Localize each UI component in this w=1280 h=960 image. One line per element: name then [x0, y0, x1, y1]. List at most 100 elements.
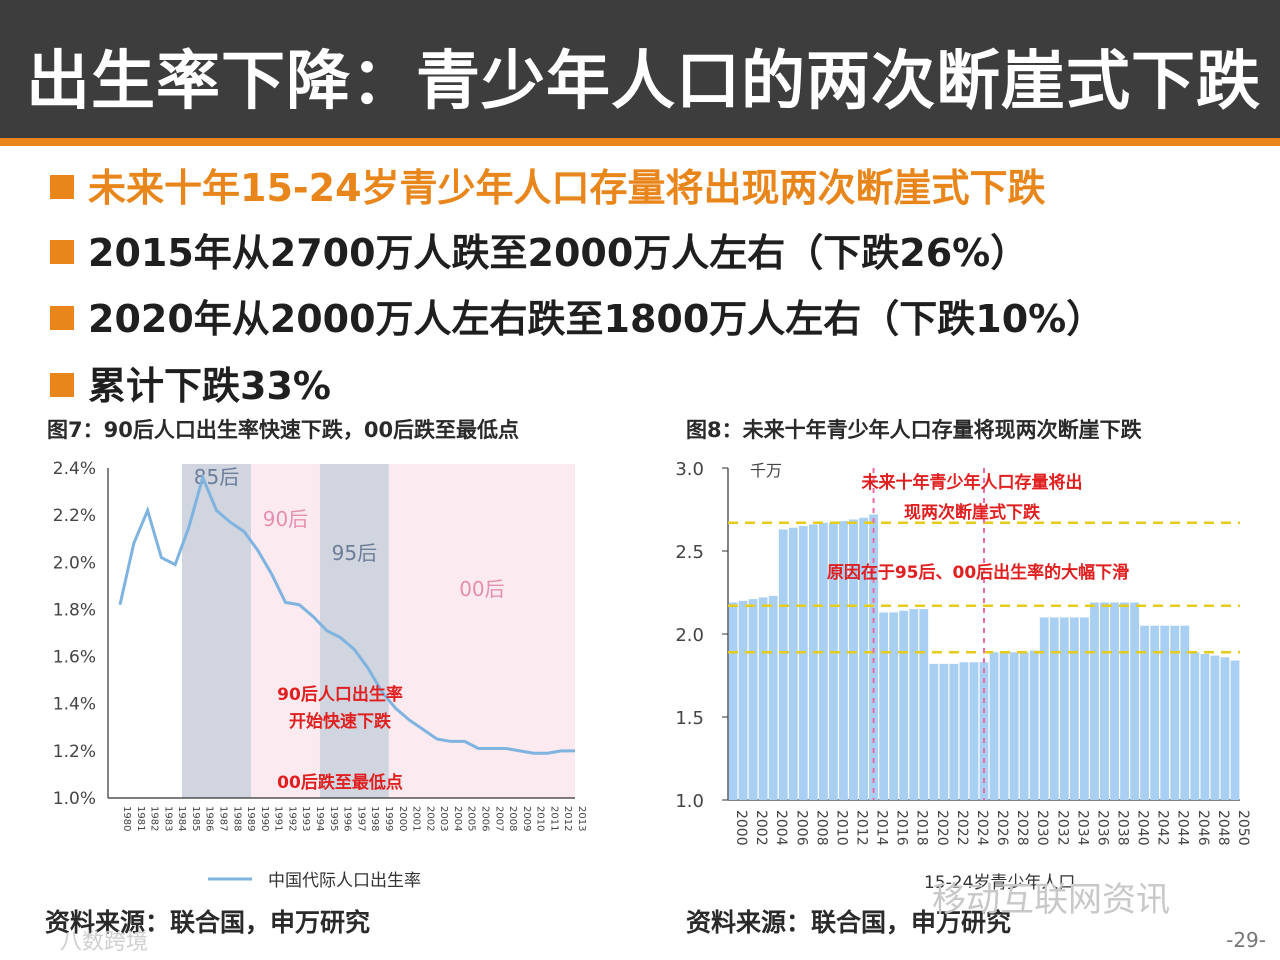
era-band: [388, 464, 575, 798]
population-bar: [999, 652, 1009, 800]
population-bar: [1120, 602, 1129, 800]
x-tick-label: 2030: [1034, 810, 1050, 846]
x-tick-label: 1986: [204, 806, 215, 831]
x-tick-label: 1987: [218, 806, 229, 831]
population-bar: [1100, 602, 1109, 800]
x-tick-label: 1982: [149, 806, 160, 831]
x-tick-label: 1980: [121, 806, 132, 831]
x-tick-label: 1985: [190, 806, 201, 831]
population-bar: [1059, 617, 1069, 800]
era-band: [319, 464, 389, 798]
x-tick-label: 2020: [934, 810, 950, 846]
population-bar: [1210, 655, 1220, 800]
bullet-square-icon: [50, 240, 74, 264]
x-tick-label: 2010: [833, 810, 849, 846]
y-tick-label: 1.2%: [53, 742, 96, 762]
population-bar: [859, 517, 868, 800]
population-bar: [869, 514, 878, 800]
population-bar: [889, 612, 899, 800]
population-bar: [959, 662, 969, 800]
x-tick-label: 2040: [1135, 810, 1151, 846]
chart-annotation: 00后跌至最低点: [277, 772, 403, 793]
population-bar: [818, 522, 828, 800]
population-bar: [808, 524, 818, 800]
x-tick-label: 2012: [853, 810, 869, 846]
population-bar: [899, 610, 909, 800]
y-tick-label: 3.0: [675, 459, 704, 480]
x-tick-label: 1994: [314, 806, 325, 831]
x-tick-label: 2003: [438, 806, 449, 831]
x-tick-label: 1984: [176, 806, 187, 831]
x-tick-label: 2005: [466, 806, 477, 831]
title-bar: [0, 0, 1280, 138]
legend-label: 15-24岁青少年人口: [924, 873, 1075, 893]
population-bar: [849, 519, 858, 800]
x-tick-label: 1988: [231, 806, 242, 831]
population-bar: [949, 663, 959, 800]
title-underline: [0, 138, 1280, 146]
population-bar: [1049, 617, 1059, 800]
population-bar: [738, 600, 748, 800]
y-unit-label: 千万: [750, 461, 782, 480]
birth-rate-line-chart: 85后90后95后00后1.0%1.2%1.4%1.6%1.8%2.0%2.2%…: [53, 459, 587, 891]
y-tick-label: 1.4%: [53, 695, 96, 715]
population-bar: [798, 526, 808, 800]
x-tick-label: 1998: [369, 806, 380, 831]
population-bar: [1160, 625, 1170, 800]
y-tick-label: 1.0: [675, 791, 704, 812]
population-bar: [1029, 650, 1039, 800]
population-bar: [1220, 657, 1230, 800]
population-bar: [1170, 625, 1180, 800]
population-bar: [879, 612, 889, 800]
x-tick-label: 2024: [974, 810, 990, 846]
fig8-caption: 图8：未来十年青少年人口存量将现两次断崖下跌: [686, 418, 1142, 442]
x-tick-label: 2014: [874, 810, 890, 846]
population-bar: [828, 522, 838, 800]
population-bar: [1140, 625, 1150, 800]
x-tick-label: 2046: [1195, 810, 1211, 846]
x-tick-label: 1983: [162, 806, 173, 831]
era-band: [250, 464, 320, 798]
era-band-label: 95后: [332, 541, 377, 565]
bullet-text: 未来十年15-24岁青少年人口存量将出现两次断崖式下跌: [88, 166, 1046, 210]
x-tick-label: 1989: [245, 806, 256, 831]
population-bar: [1019, 652, 1029, 800]
fig7-source: 资料来源：联合国，申万研究: [45, 908, 371, 937]
population-bar: [1079, 617, 1089, 800]
bullet-text: 2015年从2700万人跌至2000万人左右（下跌26%）: [88, 231, 1029, 275]
population-bar: [768, 595, 778, 800]
x-tick-label: 2012: [562, 806, 573, 831]
x-tick-label: 2011: [548, 806, 559, 831]
population-bar: [919, 609, 929, 800]
y-tick-label: 2.5: [675, 542, 704, 563]
x-tick-label: 2044: [1175, 810, 1191, 846]
x-tick-label: 2026: [994, 810, 1010, 846]
x-tick-label: 2008: [813, 810, 829, 846]
x-tick-label: 2004: [773, 810, 789, 846]
bullet-square-icon: [50, 306, 74, 330]
bullet-square-icon: [50, 175, 74, 199]
x-tick-label: 2042: [1155, 810, 1171, 846]
page-number: -29-: [1226, 928, 1266, 952]
bullet-item: 未来十年15-24岁青少年人口存量将出现两次断崖式下跌: [50, 157, 1046, 212]
population-bar: [909, 609, 919, 800]
era-band-label: 00后: [459, 577, 504, 601]
x-tick-label: 1996: [342, 806, 353, 831]
page-title: 出生率下降：青少年人口的两次断崖式下跌: [26, 45, 1261, 119]
x-tick-label: 1995: [328, 806, 339, 831]
chart-annotation: 开始快速下跌: [289, 711, 392, 732]
x-tick-label: 2001: [411, 806, 422, 831]
population-bar: [748, 599, 758, 800]
bullet-text: 2020年从2000万人左右跌至1800万人左右（下跌10%）: [88, 297, 1105, 341]
bullet-item: 2015年从2700万人跌至2000万人左右（下跌26%）: [50, 222, 1028, 277]
bullet-item: 累计下跌33%: [50, 355, 331, 410]
x-tick-label: 2048: [1215, 810, 1231, 846]
era-band-label: 90后: [263, 507, 308, 531]
population-bar: [1180, 625, 1190, 800]
chart-annotation: 未来十年青少年人口存量将出: [861, 472, 1083, 493]
population-bar: [788, 527, 798, 800]
population-bar: [778, 529, 788, 800]
x-tick-label: 2006: [479, 806, 490, 831]
watermark-left: 八数跨境: [60, 930, 149, 955]
x-tick-label: 1981: [135, 806, 146, 831]
